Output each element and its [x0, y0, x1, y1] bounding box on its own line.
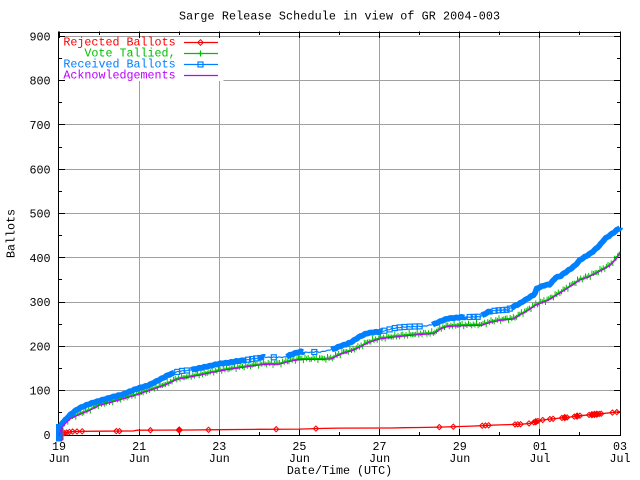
svg-text:27: 27	[373, 440, 387, 454]
svg-text:600: 600	[29, 163, 50, 177]
svg-text:Jul: Jul	[529, 452, 550, 466]
svg-text:400: 400	[29, 252, 50, 266]
svg-text:Jun: Jun	[129, 452, 150, 466]
svg-text:Date/Time (UTC): Date/Time (UTC)	[287, 464, 392, 478]
svg-text:500: 500	[29, 208, 50, 222]
svg-text:Jun: Jun	[209, 452, 230, 466]
svg-text:23: 23	[212, 440, 226, 454]
svg-text:Jun: Jun	[48, 452, 69, 466]
svg-text:01: 01	[533, 440, 547, 454]
svg-text:Rejected Ballots: Rejected Ballots	[63, 36, 175, 50]
svg-text:29: 29	[453, 440, 467, 454]
svg-text:700: 700	[29, 119, 50, 133]
svg-text:Ballots: Ballots	[5, 209, 19, 258]
svg-text:03: 03	[613, 440, 627, 454]
svg-text:25: 25	[292, 440, 306, 454]
svg-text:0: 0	[43, 429, 50, 443]
svg-text:800: 800	[29, 75, 50, 89]
svg-text:Acknowledgements: Acknowledgements	[63, 69, 175, 83]
svg-text:900: 900	[29, 30, 50, 44]
svg-text:300: 300	[29, 296, 50, 310]
svg-text:Jul: Jul	[609, 452, 630, 466]
svg-text:200: 200	[29, 340, 50, 354]
svg-text:Jun: Jun	[369, 452, 390, 466]
svg-text:Jun: Jun	[289, 452, 310, 466]
svg-text:Sarge Release Schedule in view: Sarge Release Schedule in view of GR 200…	[179, 10, 500, 24]
svg-text:Jun: Jun	[449, 452, 470, 466]
svg-text:21: 21	[132, 440, 146, 454]
svg-text:100: 100	[29, 385, 50, 399]
svg-text:Received Ballots: Received Ballots	[63, 58, 175, 72]
svg-text:19: 19	[52, 440, 66, 454]
svg-text:Vote Tallied,: Vote Tallied,	[84, 47, 175, 61]
